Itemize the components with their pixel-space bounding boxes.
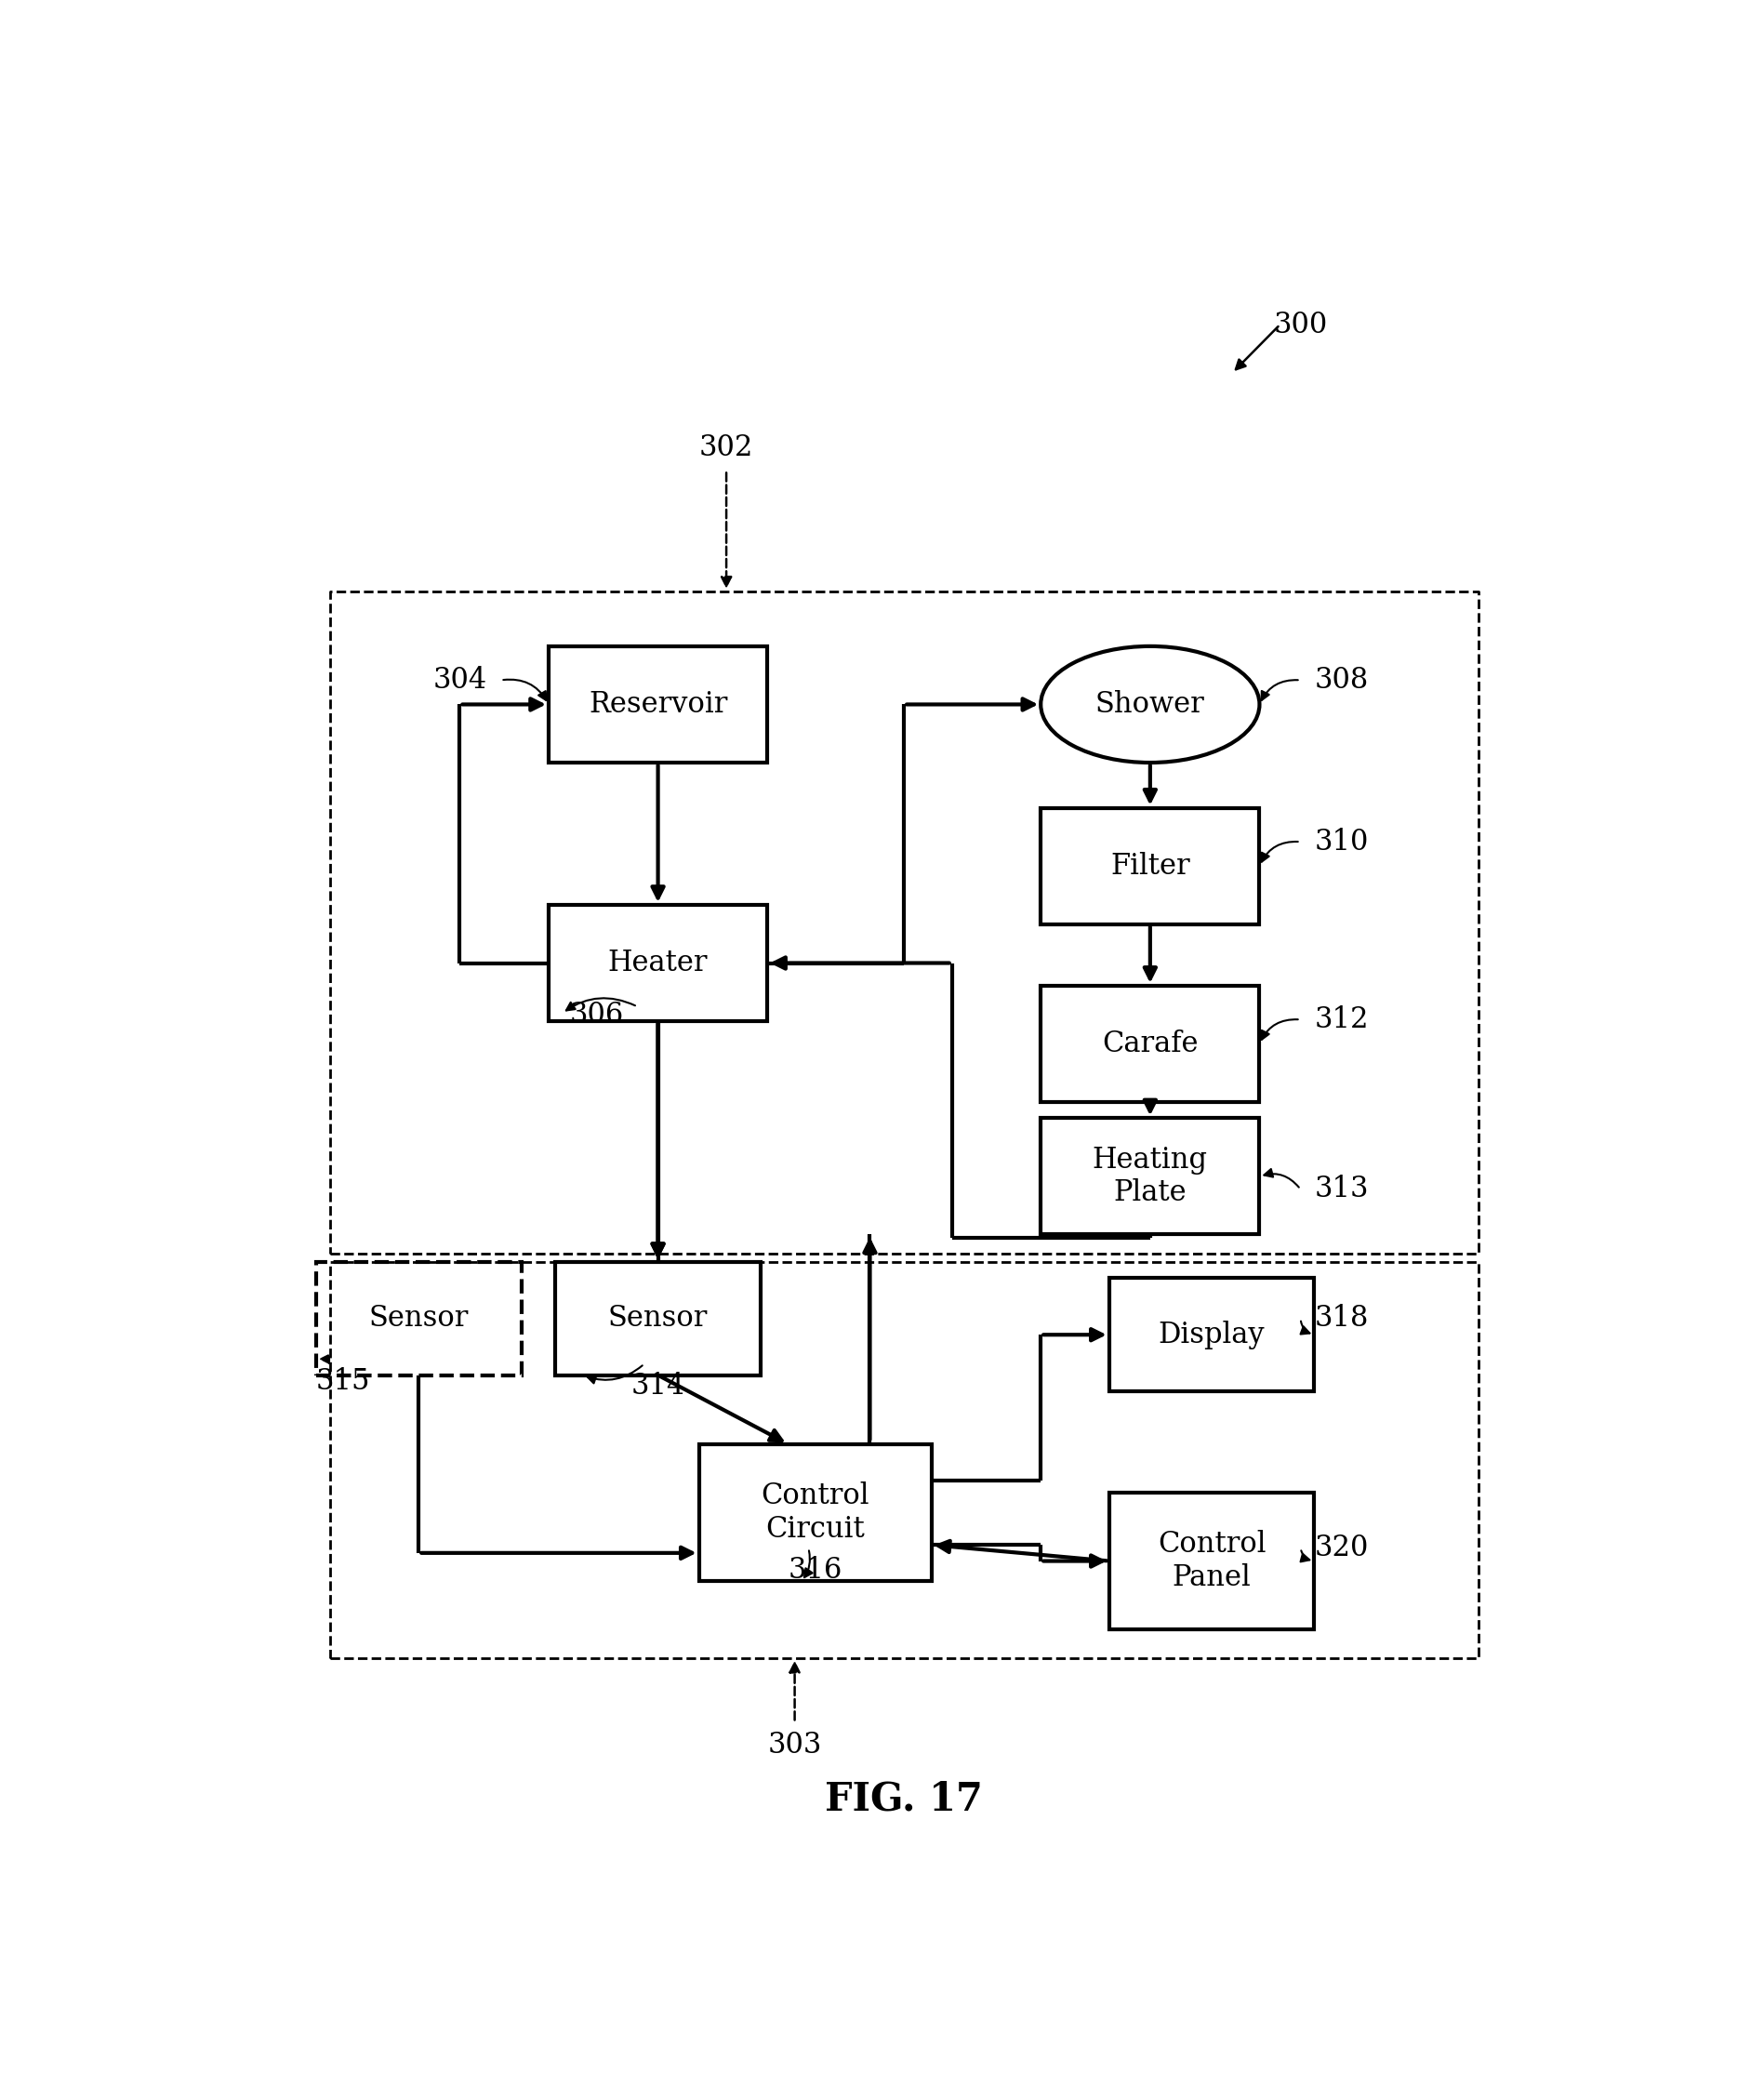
Bar [1110, 1278, 1314, 1392]
Text: Heater: Heater [609, 949, 707, 978]
Text: 310: 310 [1314, 827, 1369, 856]
Text: 300: 300 [1274, 311, 1327, 340]
Text: Reservoir: Reservoir [589, 691, 727, 718]
Text: 315: 315 [316, 1366, 370, 1396]
Text: Sensor: Sensor [369, 1303, 469, 1333]
Bar [699, 1444, 931, 1581]
Text: 312: 312 [1314, 1005, 1369, 1035]
Text: Sensor: Sensor [609, 1303, 707, 1333]
Text: 304: 304 [432, 665, 487, 695]
Text: 302: 302 [699, 432, 753, 462]
Bar [1041, 987, 1259, 1102]
Bar [1041, 808, 1259, 924]
Bar [549, 646, 767, 762]
Bar [556, 1261, 760, 1375]
Text: Carafe: Carafe [1102, 1029, 1198, 1058]
Bar [316, 1261, 522, 1375]
Text: 303: 303 [767, 1732, 822, 1759]
Text: 314: 314 [632, 1373, 684, 1400]
Text: 306: 306 [570, 1001, 624, 1029]
Text: Control
Circuit: Control Circuit [760, 1482, 870, 1543]
Text: 313: 313 [1314, 1175, 1369, 1203]
Bar [1041, 1119, 1259, 1234]
Text: 308: 308 [1314, 665, 1369, 695]
Text: 320: 320 [1314, 1534, 1369, 1562]
Text: 318: 318 [1314, 1303, 1369, 1333]
Bar [1110, 1492, 1314, 1629]
Text: Control
Panel: Control Panel [1157, 1530, 1267, 1591]
Text: Display: Display [1159, 1320, 1265, 1350]
Text: Filter: Filter [1110, 852, 1191, 879]
Text: FIG. 17: FIG. 17 [826, 1780, 983, 1818]
Bar [549, 905, 767, 1022]
Text: Shower: Shower [1095, 691, 1205, 718]
Text: 316: 316 [789, 1555, 843, 1585]
Text: Heating
Plate: Heating Plate [1092, 1146, 1208, 1207]
